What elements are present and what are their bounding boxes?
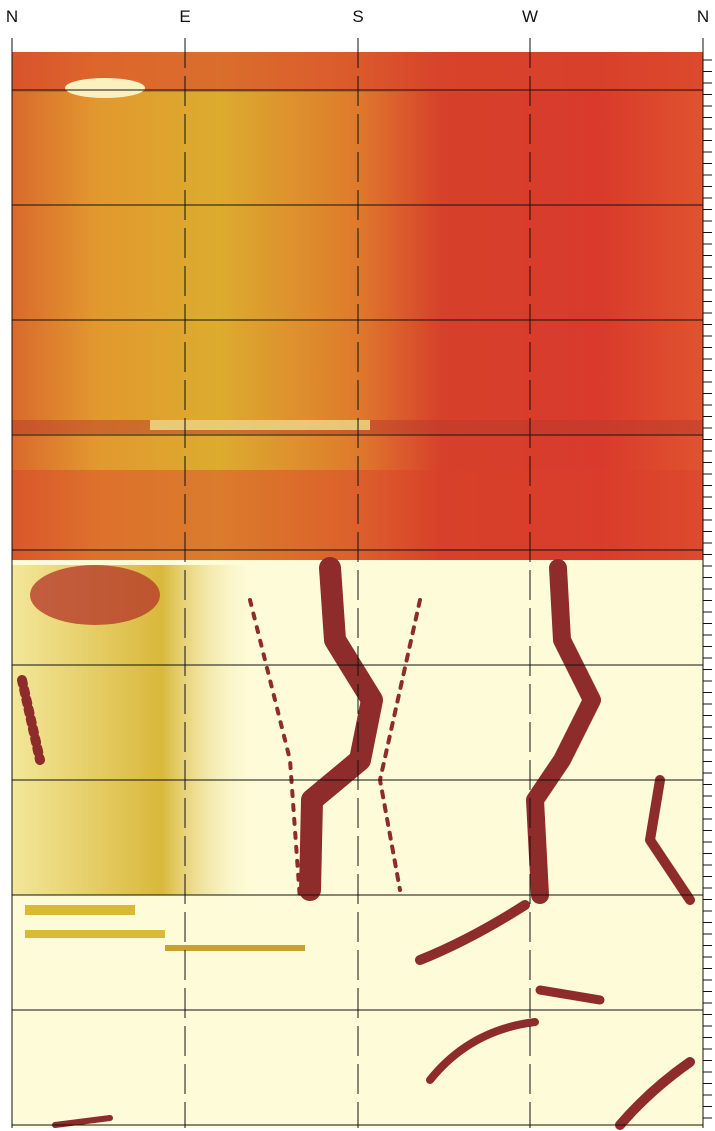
grid: [11, 38, 712, 1128]
patch: [12, 565, 262, 895]
band: [150, 420, 370, 430]
tracks: [17, 557, 695, 1130]
streak: [25, 930, 165, 938]
direction-label: S: [352, 7, 363, 26]
direction-label: W: [522, 7, 538, 26]
direction-labels: N E S W N: [6, 7, 709, 26]
streak: [165, 945, 305, 951]
direction-label: N: [6, 7, 18, 26]
patch: [65, 78, 145, 98]
direction-label: E: [179, 7, 190, 26]
direction-label: N: [697, 7, 709, 26]
patch: [30, 565, 160, 625]
streak: [25, 905, 135, 915]
